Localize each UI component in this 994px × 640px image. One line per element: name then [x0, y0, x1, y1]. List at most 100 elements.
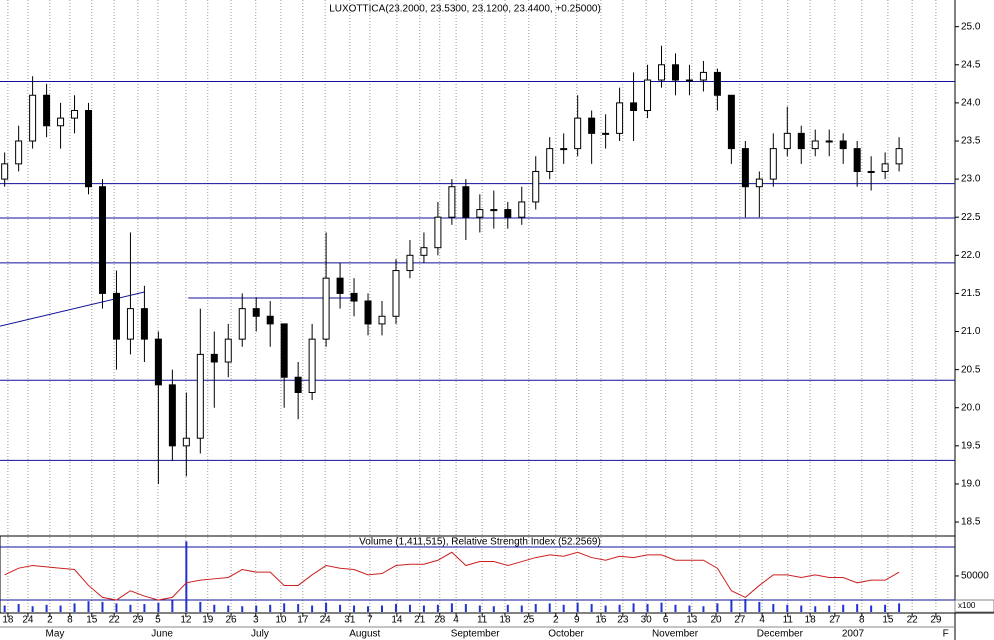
x-tick-label: 8 — [859, 615, 865, 626]
candle-body — [462, 186, 470, 218]
candle-body — [420, 247, 428, 256]
x-tick-label: 27 — [734, 615, 746, 626]
candle-body — [294, 376, 302, 393]
volume-bar — [646, 604, 649, 612]
y-tick-label: 22.5 — [961, 212, 981, 223]
y-tick-label: 20.0 — [961, 402, 981, 413]
volume-bar — [562, 604, 565, 612]
month-label: October — [548, 629, 584, 640]
volume-bar — [786, 604, 789, 612]
candle-body — [15, 140, 23, 165]
volume-bar — [367, 606, 370, 612]
month-label: November — [652, 629, 699, 640]
trend-line — [0, 291, 145, 327]
volume-bar — [87, 601, 90, 612]
candle-body — [546, 148, 554, 172]
y-tick-label: 19.0 — [961, 479, 981, 490]
x-tick-label: 15 — [882, 615, 894, 626]
x-tick-label: 18 — [2, 615, 14, 626]
candle-body — [434, 216, 442, 249]
candle-body — [504, 209, 512, 218]
candle-body — [881, 163, 889, 172]
volume-bar — [618, 604, 621, 612]
x-tick-label: 31 — [344, 615, 356, 626]
volume-bar — [297, 604, 300, 612]
candle-body — [308, 338, 316, 393]
volume-bar — [800, 605, 803, 612]
candle-body — [280, 323, 288, 378]
volume-bar — [408, 604, 411, 612]
candle-body — [322, 277, 330, 340]
volume-bar — [758, 601, 761, 612]
volume-bar — [674, 604, 677, 612]
candle-body — [867, 170, 875, 173]
volume-bar — [548, 603, 551, 612]
candle-body — [392, 270, 400, 317]
month-label: December — [757, 629, 804, 640]
volume-bar — [311, 605, 314, 612]
x-tick-label: 6 — [663, 615, 669, 626]
candle-body — [336, 277, 344, 294]
candle-body — [364, 300, 372, 325]
candle-body — [406, 254, 414, 272]
volume-bar — [17, 604, 20, 612]
rsi-line — [4, 551, 900, 601]
candle-body — [644, 79, 652, 112]
candle-body — [588, 117, 596, 134]
volume-bar — [171, 600, 174, 612]
volume-bar — [576, 602, 579, 612]
month-label: July — [251, 629, 269, 640]
candle-body — [713, 71, 721, 96]
volume-bar — [422, 605, 425, 612]
x-tick-label: 2 — [553, 615, 559, 626]
candle-body — [350, 292, 358, 302]
candle-body — [839, 140, 847, 150]
volume-bar — [353, 605, 356, 612]
candle-body — [168, 384, 176, 447]
candle-body — [196, 353, 204, 439]
candle-body — [602, 132, 610, 135]
candle-body — [727, 94, 735, 150]
volume-bar — [227, 605, 230, 612]
candle-body — [43, 94, 51, 127]
unit-box — [954, 599, 994, 613]
x-tick-label: 2 — [47, 615, 53, 626]
volume-bar — [604, 605, 607, 612]
chart-title: LUXOTTICA(23.2000, 23.5300, 23.1200, 23.… — [329, 4, 601, 15]
volume-bar — [884, 604, 887, 612]
x-tick-label: 26 — [226, 615, 238, 626]
candle-body — [85, 110, 93, 188]
x-tick-label: 18 — [805, 615, 817, 626]
x-tick-label: 8 — [67, 615, 73, 626]
volume-bar — [506, 604, 509, 612]
x-tick-label: 29 — [930, 615, 942, 626]
candle-body — [616, 102, 624, 134]
x-tick-label: 22 — [109, 615, 121, 626]
volume-bar — [143, 604, 146, 612]
candle-body — [57, 117, 65, 127]
candle-body — [755, 178, 763, 188]
month-label: F — [943, 629, 949, 640]
volume-bar — [814, 606, 817, 612]
x-tick-label: 24 — [22, 615, 34, 626]
volume-bar — [772, 604, 775, 612]
month-label: May — [46, 629, 65, 640]
volume-bar — [101, 601, 104, 612]
volume-bar — [283, 603, 286, 612]
x-tick-label: 14 — [391, 615, 403, 626]
volume-bar — [464, 604, 467, 612]
x-tick-label: 7 — [367, 615, 373, 626]
candle-body — [140, 308, 148, 340]
y-tick-label: 18.5 — [961, 517, 981, 528]
candle-body — [182, 437, 190, 447]
x-tick-label: 4 — [453, 615, 459, 626]
candle-body — [448, 186, 456, 218]
x-tick-label: 15 — [86, 615, 98, 626]
candle-body — [560, 148, 568, 151]
candle-body — [895, 148, 903, 165]
volume-bar — [688, 605, 691, 612]
volume-bar — [269, 604, 272, 612]
candle-body — [741, 148, 749, 188]
